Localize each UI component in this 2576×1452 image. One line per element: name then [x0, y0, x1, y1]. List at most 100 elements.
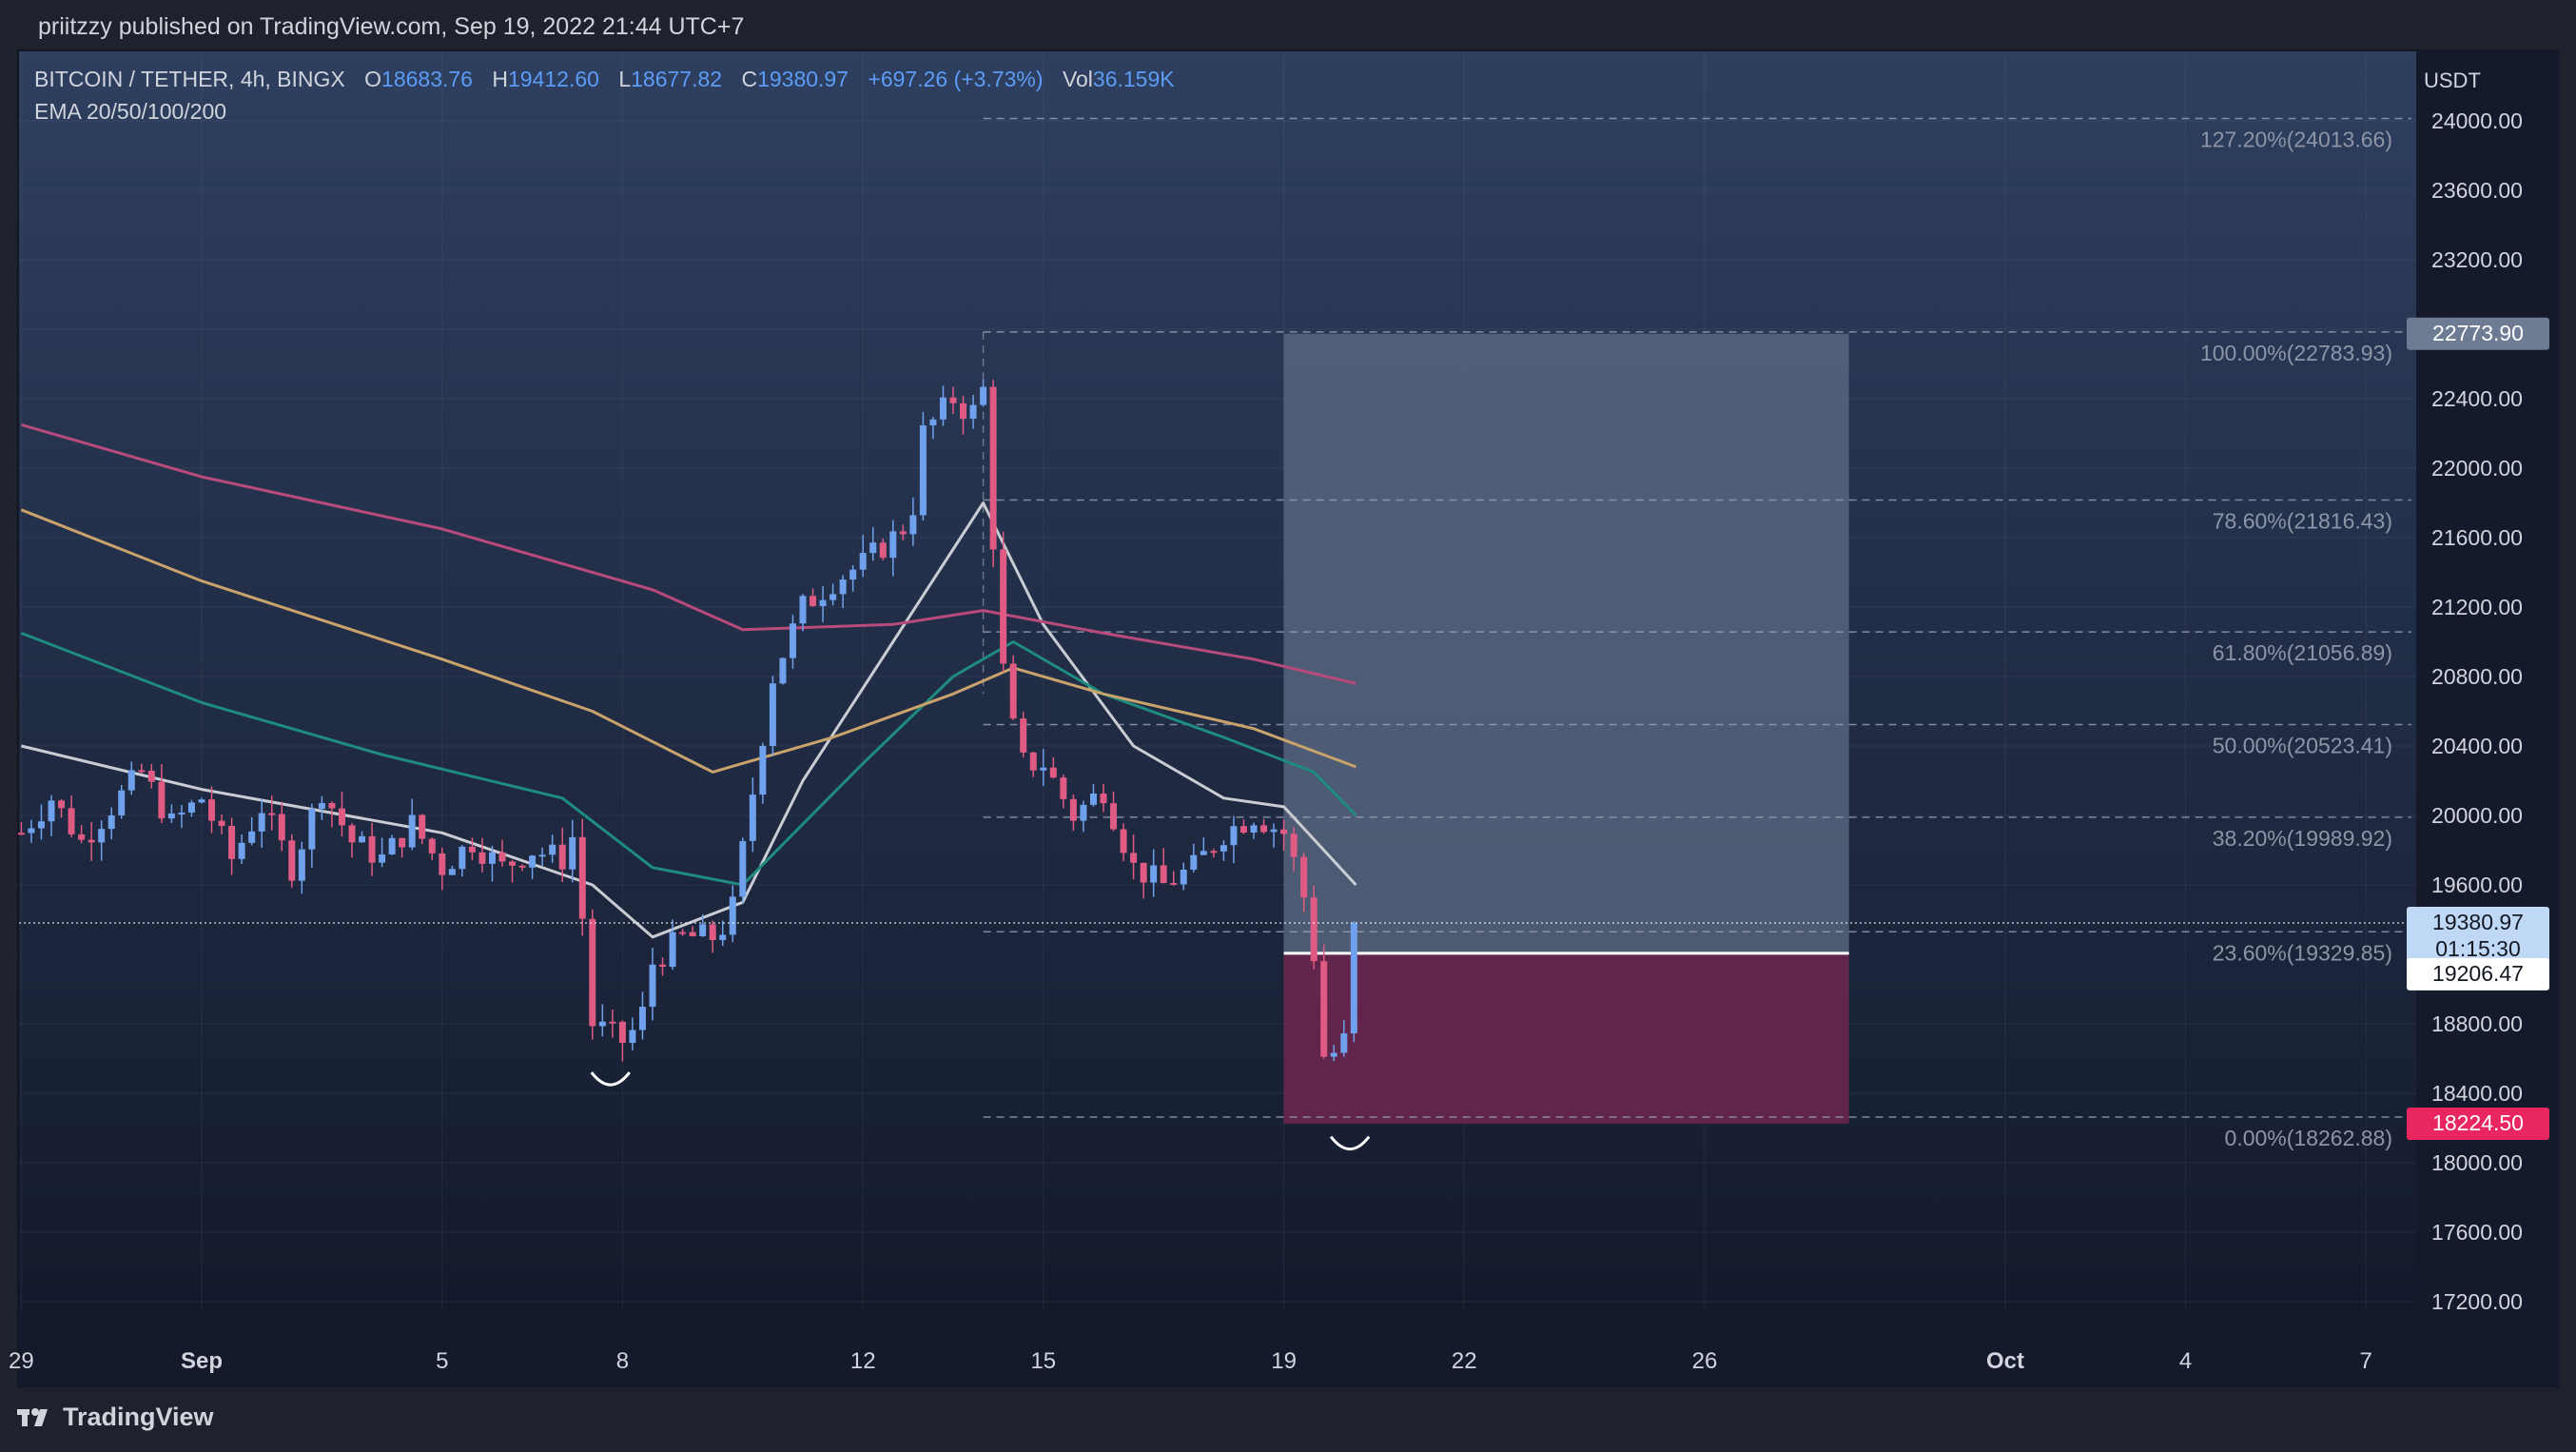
candle-down [1009, 663, 1017, 719]
time-tick-label: 26 [1692, 1348, 1718, 1374]
low-marker-arc[interactable] [590, 1071, 631, 1087]
candle-up [538, 854, 546, 857]
close-label: C [741, 67, 758, 91]
footer-bar [0, 1387, 2576, 1452]
candle-up [1230, 826, 1238, 846]
entry-price-badge[interactable] [2407, 957, 2549, 991]
price-tick-label: 20000.00 [2431, 803, 2523, 828]
target-price-badge[interactable] [2407, 317, 2549, 350]
candle-down [1160, 865, 1167, 883]
candle-up [889, 531, 897, 559]
candle-down [518, 865, 526, 868]
tradingview-brand: TradingView [63, 1403, 214, 1431]
price-tick-label: 21600.00 [2431, 525, 2523, 550]
tradingview-logo[interactable]: TradingView [17, 1403, 214, 1432]
current-price-badge-text: 19380.97 [2432, 910, 2524, 934]
candle-up [719, 934, 727, 940]
change-value: +697.26 (+3.73%) [868, 67, 1044, 91]
tradingview-logo-icon [17, 1407, 48, 1426]
candle-up [459, 846, 466, 870]
candle-down [218, 820, 225, 827]
candle-up [178, 812, 185, 814]
fib-level-label: 127.20%(24013.66) [2200, 128, 2392, 152]
volume-label: Vol [1062, 67, 1093, 91]
ema-200-line[interactable] [20, 422, 1356, 685]
price-tick-label: 19600.00 [2431, 873, 2523, 897]
ema-100-line[interactable] [20, 508, 1356, 774]
time-axis-background [19, 1311, 2559, 1385]
symbol-legend: BITCOIN / TETHER, 4h, BINGX O18683.76 H1… [34, 67, 1175, 92]
candle-down [899, 531, 907, 535]
candle-down [960, 402, 967, 420]
low-marker-arc[interactable] [1329, 1135, 1371, 1151]
candle-down [659, 964, 667, 968]
ema-50-line[interactable] [20, 632, 1357, 887]
candle-up [759, 745, 767, 795]
time-tick-label: 5 [436, 1348, 448, 1374]
price-tick-label: 20800.00 [2431, 664, 2523, 689]
candle-up [1200, 851, 1207, 855]
volume-value: 36.159K [1092, 67, 1175, 91]
stop-price-badge-text: 18224.50 [2432, 1110, 2524, 1135]
time-tick-label: 22 [1452, 1348, 1477, 1374]
candle-up [359, 835, 366, 843]
price-tick-label: 17200.00 [2431, 1289, 2523, 1314]
candle-down [58, 800, 66, 809]
candle-down [68, 808, 75, 834]
candle-down [589, 918, 596, 1027]
candle-down [689, 932, 696, 936]
ema-lines [20, 422, 1357, 939]
price-tick-label: 21200.00 [2431, 595, 2523, 619]
candle-up [318, 803, 325, 810]
entry-price-badge-text: 19206.47 [2432, 961, 2524, 986]
candle-down [578, 836, 586, 919]
candle-down [1300, 856, 1308, 898]
low-label: L [618, 67, 632, 91]
candle-down [1320, 961, 1328, 1057]
stop-price-badge[interactable] [2407, 1108, 2549, 1141]
time-tick-label: 29 [9, 1348, 34, 1374]
ema-20-line[interactable] [21, 501, 1357, 939]
price-axis: 24000.0023600.0023200.0022800.0022400.00… [2431, 108, 2523, 1314]
symbol-name[interactable]: BITCOIN / TETHER, 4h, BINGX [34, 67, 345, 91]
candle-down [1280, 829, 1288, 834]
price-tick-label: 23200.00 [2431, 247, 2523, 272]
target-zone[interactable] [1283, 333, 1849, 953]
stop-zone[interactable] [1283, 952, 1849, 1125]
candle-up [167, 813, 175, 819]
candle-up [649, 964, 656, 1008]
price-tick-label: 18800.00 [2431, 1011, 2523, 1036]
fib-level-label: 23.60%(19329.85) [2213, 940, 2392, 965]
candle-up [298, 849, 305, 881]
price-tick-label: 17600.00 [2431, 1220, 2523, 1245]
candle-up [1330, 1052, 1337, 1057]
candle-up [569, 836, 576, 870]
candle-up [1340, 1033, 1348, 1053]
candle-up [408, 814, 416, 848]
candle-up [1350, 922, 1357, 1034]
candle-up [939, 397, 946, 420]
candle-down [17, 833, 25, 835]
time-tick-label: 8 [616, 1348, 629, 1374]
position-zones [1283, 333, 1849, 1125]
fib-level-label: 100.00%(22783.93) [2200, 341, 2392, 365]
fib-level-label: 38.20%(19989.92) [2213, 826, 2392, 851]
candle-down [1140, 862, 1147, 883]
candle-up [1190, 854, 1198, 871]
indicator-legend[interactable]: EMA 20/50/100/200 [34, 99, 227, 124]
high-label: H [492, 67, 508, 91]
candle-up [969, 404, 977, 420]
time-tick-label: 4 [2179, 1348, 2192, 1374]
candle-down [1130, 853, 1138, 863]
high-value: 19412.60 [508, 67, 599, 91]
candle-down [158, 781, 166, 819]
candle-up [1250, 825, 1258, 834]
candle-up [1220, 845, 1227, 852]
candle-up [118, 790, 126, 815]
candle-down [1239, 826, 1247, 834]
current-price-badge[interactable] [2407, 906, 2549, 966]
fib-level-label: 78.60%(21816.43) [2213, 509, 2392, 534]
time-tick-label: Oct [1986, 1348, 2024, 1374]
current-price-badge-text: 01:15:30 [2435, 936, 2521, 961]
